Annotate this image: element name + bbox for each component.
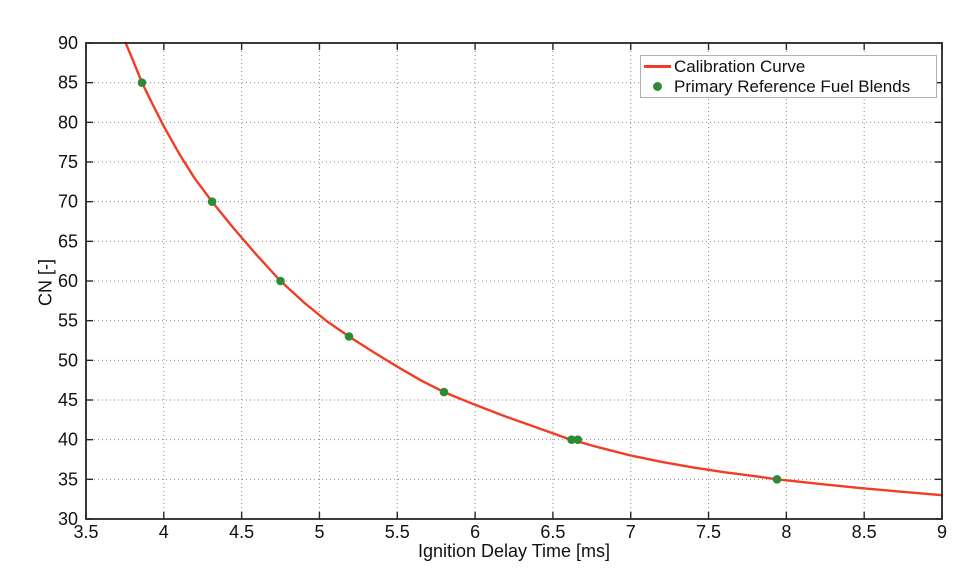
calibration-curve [124,41,944,497]
data-point [772,475,782,484]
y-tick-label: 75 [58,152,78,172]
x-tick-label: 8 [781,522,791,542]
y-tick-label: 30 [58,509,78,529]
legend-item-prf-blends: Primary Reference Fuel Blends [641,77,936,97]
y-tick-label: 55 [58,311,78,331]
data-point [439,387,449,397]
x-tick-label: 4.5 [229,522,254,542]
x-tick-label: 3.5 [73,522,98,542]
y-tick-label: 40 [58,430,78,450]
y-tick-label: 85 [58,73,78,93]
y-tick-label: 50 [58,350,78,370]
data-point [207,197,217,206]
data-point [276,276,285,286]
x-tick-label: 5 [314,522,324,542]
x-tick-label: 7 [626,522,636,542]
data-point [137,78,147,87]
y-tick-label: 35 [58,469,78,489]
legend: Calibration Curve Primary Reference Fuel… [640,55,937,98]
prf-blends-dot-swatch [653,82,662,91]
data-point [344,332,354,341]
x-tick-label: 5.5 [385,522,410,542]
y-tick-label: 65 [58,231,78,251]
x-axis-label: Ignition Delay Time [ms] [417,541,611,561]
data-point [567,435,576,445]
y-tick-label: 80 [58,112,78,132]
y-tick-label: 60 [58,271,78,291]
y-tick-label: 45 [58,390,78,410]
legend-label: Primary Reference Fuel Blends [674,76,911,96]
x-tick-label: 8.5 [852,522,877,542]
legend-swatch-col [641,82,674,91]
x-tick-label: 7.5 [696,522,721,542]
y-axis-label: CN [-] [35,259,56,306]
data-point [573,435,583,445]
legend-label: Calibration Curve [674,56,806,76]
y-tick-label: 70 [58,192,78,212]
legend-item-calibration-curve: Calibration Curve [641,57,936,77]
x-tick-label: 9 [937,522,947,542]
x-tick-label: 6.5 [540,522,565,542]
calibration-curve-line-swatch [644,65,671,68]
x-tick-label: 6 [470,522,480,542]
legend-swatch-col [641,65,674,68]
x-tick-label: 4 [159,522,169,542]
y-tick-label: 90 [58,33,78,53]
